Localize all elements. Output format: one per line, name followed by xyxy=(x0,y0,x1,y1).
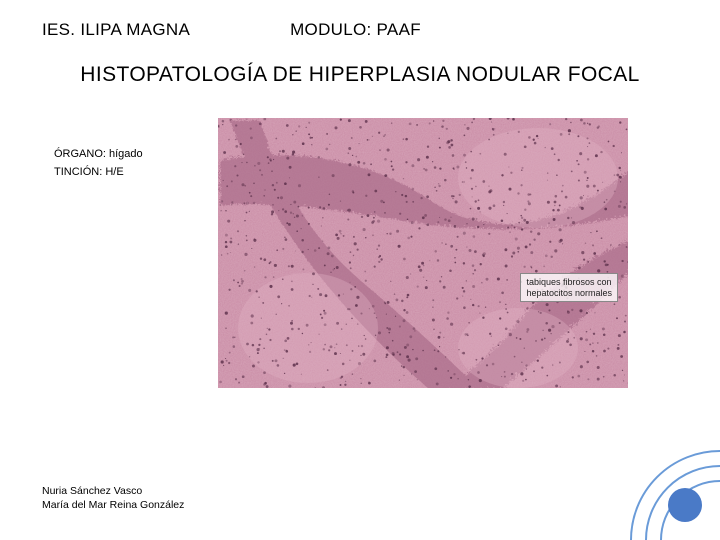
header-row: IES. ILIPA MAGNA MODULO: PAAF xyxy=(30,20,690,40)
slide-title: HISTOPATOLOGÍA DE HIPERPLASIA NODULAR FO… xyxy=(70,62,650,88)
slide-container: IES. ILIPA MAGNA MODULO: PAAF HISTOPATOL… xyxy=(0,0,720,540)
annotation-line-1: tabiques fibrosos con xyxy=(526,277,612,287)
histology-svg xyxy=(218,118,628,388)
metadata-block: ÓRGANO: hígado TINCIÓN: H/E xyxy=(54,118,194,184)
header-module: MODULO: PAAF xyxy=(290,20,421,40)
author-2: María del Mar Reina González xyxy=(42,498,184,512)
organ-label: ÓRGANO: hígado xyxy=(54,148,194,160)
content-row: ÓRGANO: hígado TINCIÓN: H/E xyxy=(30,118,690,388)
corner-decoration xyxy=(620,440,720,540)
author-1: Nuria Sánchez Vasco xyxy=(42,484,184,498)
stain-label: TINCIÓN: H/E xyxy=(54,166,194,178)
image-annotation: tabiques fibrosos con hepatocitos normal… xyxy=(520,273,618,302)
annotation-line-2: hepatocitos normales xyxy=(526,288,612,298)
header-institution: IES. ILIPA MAGNA xyxy=(42,20,190,40)
corner-dot xyxy=(668,488,702,522)
authors-block: Nuria Sánchez Vasco María del Mar Reina … xyxy=(42,484,184,512)
histology-image: tabiques fibrosos con hepatocitos normal… xyxy=(218,118,628,388)
